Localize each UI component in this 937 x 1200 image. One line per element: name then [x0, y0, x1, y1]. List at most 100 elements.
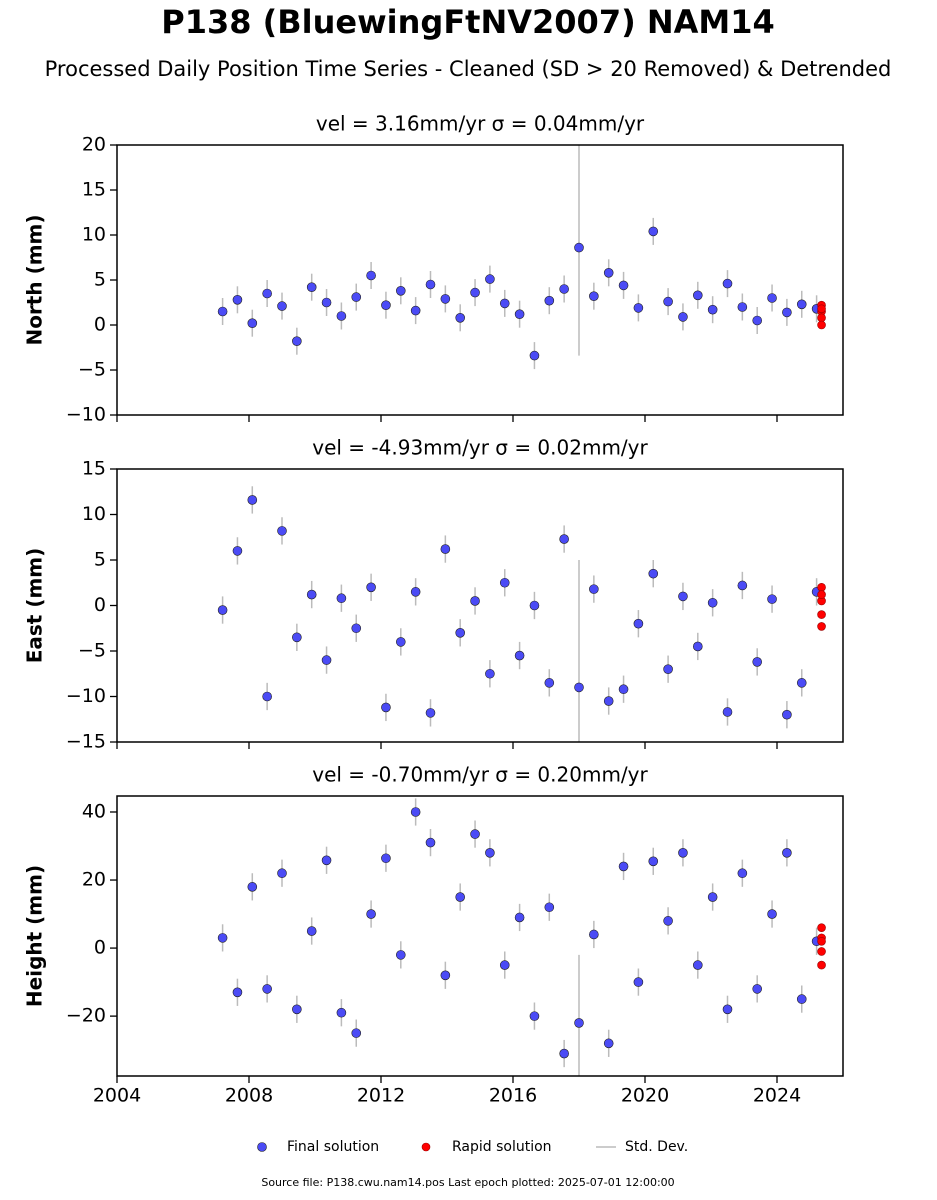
final-point — [292, 632, 302, 643]
y-tick-label: −15 — [66, 731, 106, 753]
panel-title: vel = -0.70mm/yr σ = 0.20mm/yr — [312, 763, 648, 787]
rapid-point — [817, 304, 826, 314]
plot-area — [217, 145, 826, 370]
final-point — [232, 294, 243, 305]
final-point — [796, 299, 807, 310]
final-point — [232, 987, 243, 998]
axes-frame — [116, 144, 844, 416]
final-point — [648, 226, 659, 237]
final-point — [589, 291, 599, 302]
rapid-point — [817, 622, 826, 631]
final-point — [440, 970, 451, 981]
legend-label: Rapid solution — [452, 1139, 552, 1155]
axes-frame — [116, 795, 844, 1077]
rapid-point — [817, 590, 826, 599]
final-point — [306, 589, 317, 600]
y-tick-label: −10 — [66, 685, 106, 707]
y-tick-label: 5 — [94, 549, 106, 571]
final-point — [247, 882, 258, 892]
final-point — [277, 868, 287, 879]
final-point — [470, 287, 480, 298]
rapid-point — [817, 923, 826, 932]
rapid-point — [817, 320, 826, 330]
final-point — [217, 933, 228, 943]
final-point — [485, 848, 495, 858]
x-tick-label: 2008 — [225, 1085, 273, 1107]
y-tick-label: 10 — [82, 224, 106, 246]
legend-label: Final solution — [287, 1139, 379, 1155]
final-point — [514, 309, 525, 320]
final-point — [707, 597, 718, 608]
final-point — [663, 916, 673, 926]
final-point — [782, 709, 792, 720]
final-point — [514, 650, 525, 661]
final-point — [514, 912, 525, 923]
final-point — [217, 306, 228, 317]
final-point — [499, 298, 510, 309]
legend-marker — [421, 1142, 431, 1152]
final-point — [603, 696, 614, 706]
final-point — [678, 312, 688, 322]
x-tick-label: 2004 — [93, 1085, 141, 1107]
rapid-point — [817, 947, 826, 956]
final-point — [351, 623, 362, 634]
final-point — [752, 315, 763, 326]
final-point — [485, 668, 495, 679]
y-tick-label: 40 — [82, 800, 106, 822]
final-point — [381, 702, 391, 713]
panel-title: vel = -4.93mm/yr σ = 0.02mm/yr — [312, 436, 648, 460]
final-point — [529, 600, 540, 611]
final-point — [678, 591, 688, 602]
y-tick-label: 20 — [82, 869, 106, 891]
final-point — [440, 544, 451, 554]
final-point — [247, 318, 258, 329]
final-point — [692, 960, 703, 970]
final-point — [618, 861, 629, 872]
source-note: Source file: P138.cwu.nam14.pos Last epo… — [261, 1176, 674, 1189]
final-point — [262, 691, 272, 702]
x-tick-label: 2012 — [357, 1085, 405, 1107]
final-point — [351, 292, 362, 302]
final-point — [633, 618, 644, 629]
final-point — [366, 270, 376, 281]
final-point — [381, 853, 391, 864]
rapid-point — [817, 936, 826, 946]
y-tick-label: 5 — [94, 269, 106, 291]
final-point — [574, 242, 584, 253]
y-axis-label: Height (mm) — [23, 865, 47, 1007]
y-tick-label: 0 — [94, 594, 106, 616]
final-point — [366, 909, 376, 919]
legend-marker — [257, 1142, 267, 1152]
final-point — [529, 1011, 540, 1021]
final-point — [470, 829, 480, 839]
final-point — [618, 280, 629, 291]
final-point — [633, 977, 644, 987]
final-point — [306, 282, 317, 293]
plot-area — [217, 798, 826, 1076]
final-point — [737, 580, 748, 591]
final-point — [767, 909, 777, 919]
final-point — [277, 526, 287, 536]
final-point — [796, 994, 807, 1004]
y-axis-label: East (mm) — [23, 548, 47, 664]
final-point — [752, 657, 763, 667]
final-point — [232, 546, 243, 556]
final-point — [321, 297, 332, 308]
final-point — [455, 892, 466, 902]
final-point — [262, 288, 272, 299]
final-point — [782, 848, 792, 858]
final-point — [351, 1028, 362, 1038]
final-point — [470, 596, 480, 606]
y-tick-label: 15 — [82, 458, 106, 480]
final-point — [722, 707, 733, 717]
y-tick-label: −20 — [66, 1005, 106, 1027]
final-point — [603, 267, 614, 278]
final-point — [529, 350, 540, 361]
final-point — [589, 584, 599, 594]
final-point — [737, 868, 748, 879]
final-point — [425, 708, 436, 718]
final-point — [544, 678, 555, 688]
figure-title: P138 (BluewingFtNV2007) NAM14 — [161, 3, 775, 41]
final-point — [410, 587, 421, 597]
final-point — [499, 960, 510, 970]
